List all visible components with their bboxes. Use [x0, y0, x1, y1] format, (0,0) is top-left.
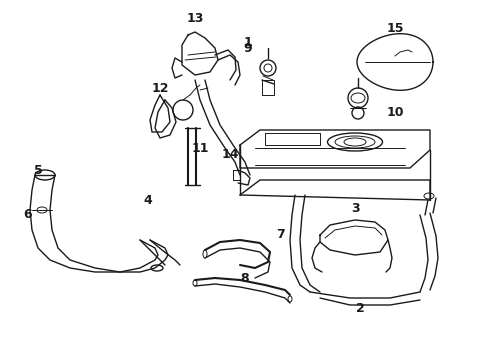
Text: 14: 14: [221, 148, 239, 162]
Text: 9: 9: [244, 41, 252, 54]
Text: 4: 4: [144, 194, 152, 207]
Text: 6: 6: [24, 208, 32, 221]
Text: 1: 1: [244, 36, 252, 49]
Text: 2: 2: [356, 302, 365, 315]
Text: 5: 5: [34, 163, 42, 176]
Text: 8: 8: [241, 271, 249, 284]
Text: 15: 15: [386, 22, 404, 35]
Text: 12: 12: [151, 81, 169, 94]
Text: 3: 3: [351, 202, 359, 215]
Text: 11: 11: [191, 141, 209, 154]
Text: 13: 13: [186, 12, 204, 24]
Text: 10: 10: [386, 105, 404, 118]
Text: 7: 7: [275, 229, 284, 242]
